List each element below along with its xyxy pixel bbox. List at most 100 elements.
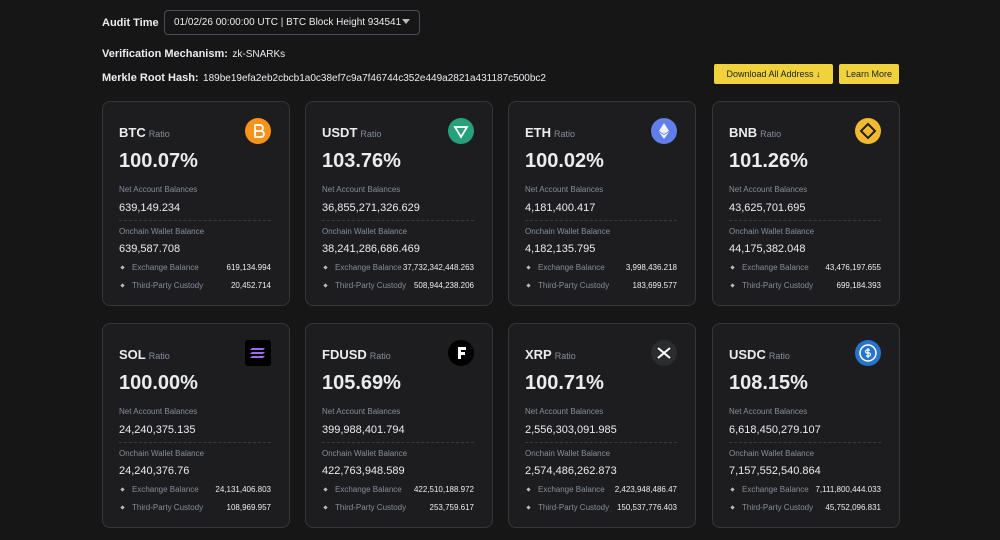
onchain-value: 4,182,135.795 [525, 243, 596, 255]
exchange-value: 7,111,800,444.033 [815, 485, 881, 494]
symbol-text: USDC [729, 347, 766, 362]
merkle-value: 189be19efa2eb2cbcb1a0c38ef7c9a7f46744c35… [203, 73, 546, 84]
bullet [120, 505, 125, 510]
exchange-row: Exchange Balance 24,131,406.803 [119, 484, 271, 496]
exchange-label: Exchange Balance [742, 485, 809, 494]
ratio-label: Ratio [369, 351, 391, 361]
custody-label: Third-Party Custody [538, 281, 610, 290]
symbol-text: SOL [119, 347, 146, 362]
custody-label: Third-Party Custody [742, 503, 814, 512]
net-label: Net Account Balances [322, 185, 401, 194]
exchange-row: Exchange Balance 2,423,948,486.47 [525, 484, 677, 496]
custody-row: Third-Party Custody 508,944,238.206 [322, 280, 474, 292]
exchange-value: 37,732,342,448.263 [402, 263, 474, 272]
asset-icon [651, 118, 677, 144]
separator [322, 442, 474, 443]
exchange-row: Exchange Balance 7,111,800,444.033 [729, 484, 881, 496]
asset-card: XRP Ratio 100.71% Net Account Balances 2,556… [508, 323, 696, 528]
symbol-text: BNB [729, 125, 758, 140]
audit-dropdown[interactable]: 01/02/26 00:00:00 UTC | BTC Block Height… [164, 10, 420, 35]
asset-symbol: BTC Ratio [119, 125, 170, 140]
onchain-label: Onchain Wallet Balance [729, 227, 815, 236]
exchange-value: 619,134.994 [226, 263, 272, 272]
bullet [120, 487, 125, 492]
exchange-label: Exchange Balance [335, 485, 402, 494]
bullet [526, 505, 531, 510]
custody-row: Third-Party Custody 150,537,776.403 [525, 502, 677, 514]
net-label: Net Account Balances [119, 407, 198, 416]
ratio-label: Ratio [768, 351, 790, 361]
custody-value: 150,537,776.403 [616, 503, 677, 512]
separator [322, 220, 474, 221]
onchain-value: 639,587.708 [119, 243, 181, 255]
onchain-value: 44,175,382.048 [729, 243, 806, 255]
exchange-label: Exchange Balance [132, 485, 199, 494]
bullet [730, 487, 735, 492]
ratio-value: 100.00% [119, 372, 198, 394]
ratio-value: 105.69% [322, 372, 401, 394]
custody-row: Third-Party Custody 183,699.577 [525, 280, 677, 292]
merkle-row: Merkle Root Hash: 189be19efa2eb2cbcb1a0c… [102, 68, 546, 86]
exchange-value: 2,423,948,486.47 [614, 485, 677, 494]
onchain-label: Onchain Wallet Balance [322, 227, 408, 236]
onchain-value: 38,241,286,686.469 [322, 243, 420, 255]
asset-icon [651, 340, 677, 366]
custody-label: Third-Party Custody [132, 503, 204, 512]
exchange-label: Exchange Balance [538, 485, 605, 494]
bullet [730, 265, 735, 270]
ratio-value: 103.76% [322, 150, 401, 172]
net-value: 639,149.234 [119, 202, 181, 214]
asset-symbol: USDT Ratio [322, 125, 381, 140]
learn-more-button[interactable]: Learn More [839, 64, 899, 84]
bullet [323, 283, 328, 288]
bullet [120, 283, 125, 288]
separator [525, 442, 677, 443]
symbol-text: USDT [322, 125, 358, 140]
exchange-label: Exchange Balance [335, 263, 402, 272]
exchange-value: 422,510,188.972 [413, 485, 474, 494]
asset-card: BNB Ratio 101.26% Net Account Balances 43,62… [712, 101, 900, 306]
net-label: Net Account Balances [119, 185, 198, 194]
separator [729, 220, 881, 221]
net-value: 4,181,400.417 [525, 202, 596, 214]
onchain-label: Onchain Wallet Balance [119, 227, 205, 236]
custody-value: 699,184.393 [836, 281, 882, 290]
onchain-value: 2,574,486,262.873 [525, 465, 617, 477]
download-button[interactable]: Download All Address ↓ [714, 64, 833, 84]
ratio-label: Ratio [760, 129, 782, 139]
net-label: Net Account Balances [525, 185, 604, 194]
asset-icon [448, 118, 474, 144]
separator [119, 220, 271, 221]
asset-card: USDC Ratio 108.15% Net Account Balances 6,61… [712, 323, 900, 528]
exchange-value: 43,476,197.655 [825, 263, 881, 272]
ratio-value: 101.26% [729, 150, 808, 172]
asset-card: SOL Ratio 100.00% Net Account Balances 24,24… [102, 323, 290, 528]
asset-icon [855, 340, 881, 366]
net-value: 2,556,303,091.985 [525, 424, 617, 436]
separator [729, 442, 881, 443]
ratio-value: 100.07% [119, 150, 198, 172]
custody-value: 45,752,096.831 [825, 503, 881, 512]
net-value: 24,240,375.135 [119, 424, 196, 436]
exchange-row: Exchange Balance 37,732,342,448.263 [322, 262, 474, 274]
custody-value: 253,759.617 [429, 503, 475, 512]
custody-row: Third-Party Custody 108,969.957 [119, 502, 271, 514]
custody-value: 108,969.957 [226, 503, 272, 512]
asset-symbol: BNB Ratio [729, 125, 781, 140]
asset-icon [855, 118, 881, 144]
ratio-value: 100.02% [525, 150, 604, 172]
bullet [323, 487, 328, 492]
asset-symbol: XRP Ratio [525, 347, 576, 362]
custody-value: 508,944,238.206 [413, 281, 474, 290]
asset-card: ETH Ratio 100.02% Net Account Balances 4,181… [508, 101, 696, 306]
net-label: Net Account Balances [729, 185, 808, 194]
custody-row: Third-Party Custody 45,752,096.831 [729, 502, 881, 514]
asset-icon [245, 340, 271, 366]
ratio-label: Ratio [554, 129, 576, 139]
asset-symbol: SOL Ratio [119, 347, 170, 362]
bullet [730, 283, 735, 288]
bullet [323, 265, 328, 270]
asset-icon [245, 118, 271, 144]
onchain-value: 422,763,948.589 [322, 465, 405, 477]
